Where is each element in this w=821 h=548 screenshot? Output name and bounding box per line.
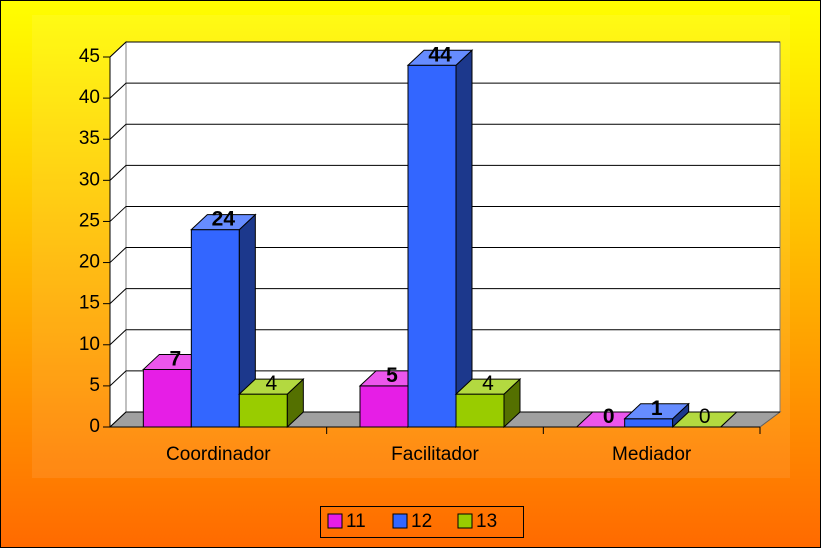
bar-top xyxy=(454,378,522,395)
y-tick-label: 15 xyxy=(79,293,100,314)
x-tick-label: Facilitador xyxy=(391,444,479,465)
value-label: 24 xyxy=(212,208,236,231)
bar-front xyxy=(359,385,409,428)
y-tick-label: 30 xyxy=(79,169,100,190)
grid-line xyxy=(109,247,780,263)
y-tick-label: 45 xyxy=(79,46,100,67)
grid-line xyxy=(109,41,780,58)
bar-front xyxy=(455,393,505,428)
y-tick-label: 0 xyxy=(89,416,100,437)
grid-line xyxy=(109,164,780,181)
legend-swatch xyxy=(327,513,343,529)
y-tick-label: 5 xyxy=(89,375,100,396)
legend-box xyxy=(320,506,524,538)
value-label: 7 xyxy=(169,347,181,370)
grid-line xyxy=(109,82,780,99)
value-label: 0 xyxy=(603,405,615,428)
y-tick-label: 40 xyxy=(79,87,100,108)
legend-swatch xyxy=(392,513,408,529)
x-tick-label: Mediador xyxy=(612,444,692,465)
x-tick-label: Coordinador xyxy=(166,444,271,465)
bar-front xyxy=(238,393,288,428)
side-wall xyxy=(109,40,127,429)
bar-front xyxy=(407,64,457,428)
grid-line xyxy=(109,329,780,346)
legend-label: 11 xyxy=(346,511,366,532)
value-label: 5 xyxy=(386,364,398,387)
grid-line xyxy=(109,411,780,428)
y-tick-label: 35 xyxy=(79,128,100,149)
grid-line xyxy=(109,288,780,305)
value-label: 0 xyxy=(699,405,711,428)
y-tick-label: 10 xyxy=(79,334,100,355)
bar-top xyxy=(671,411,738,428)
grid-line xyxy=(109,370,780,387)
bar-side xyxy=(455,49,473,429)
legend-label: 13 xyxy=(476,511,497,532)
bar-front xyxy=(142,368,192,428)
bar-top xyxy=(623,403,690,420)
value-label: 4 xyxy=(265,372,277,395)
legend-label: 12 xyxy=(411,511,432,532)
y-tick-label: 25 xyxy=(79,210,100,231)
y-tick-label: 20 xyxy=(79,252,100,273)
bar-top xyxy=(190,214,257,231)
bar-top xyxy=(238,378,305,395)
bar-top xyxy=(406,49,474,66)
value-label: 4 xyxy=(482,372,494,395)
grid-line xyxy=(109,123,780,140)
legend-swatch xyxy=(457,513,473,529)
value-label: 44 xyxy=(428,43,452,66)
grid-line xyxy=(109,205,780,222)
value-label: 1 xyxy=(651,397,663,420)
bar-front xyxy=(624,418,674,428)
bar-front xyxy=(190,229,240,428)
